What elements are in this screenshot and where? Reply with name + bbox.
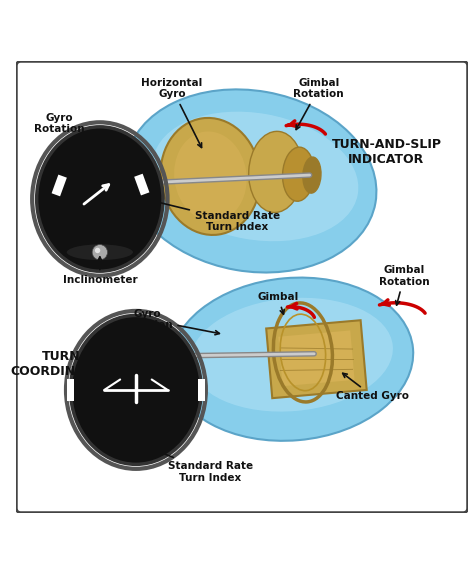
Text: R: R xyxy=(139,185,146,195)
Text: TURN-AND-SLIP
INDICATOR: TURN-AND-SLIP INDICATOR xyxy=(332,138,441,166)
Text: Inclinometer: Inclinometer xyxy=(62,257,137,285)
Text: Gyro
Rotation: Gyro Rotation xyxy=(122,309,219,335)
Text: Gimbal
Rotation: Gimbal Rotation xyxy=(379,265,430,305)
Text: Standard Rate
Turn Index: Standard Rate Turn Index xyxy=(150,199,280,232)
Text: Gimbal: Gimbal xyxy=(257,292,299,314)
Circle shape xyxy=(92,245,107,260)
Ellipse shape xyxy=(303,157,321,193)
Ellipse shape xyxy=(153,112,358,241)
Ellipse shape xyxy=(70,316,201,464)
Circle shape xyxy=(95,248,100,253)
Polygon shape xyxy=(52,174,67,196)
Text: L: L xyxy=(54,185,60,195)
Polygon shape xyxy=(67,379,74,401)
Ellipse shape xyxy=(126,90,377,273)
Ellipse shape xyxy=(170,278,413,441)
Text: Gimbal
Rotation: Gimbal Rotation xyxy=(294,77,344,130)
Text: Canted Gyro: Canted Gyro xyxy=(336,373,409,401)
Polygon shape xyxy=(134,174,150,195)
Ellipse shape xyxy=(66,244,134,261)
Ellipse shape xyxy=(37,127,163,271)
Ellipse shape xyxy=(174,131,247,222)
Polygon shape xyxy=(278,331,355,386)
Ellipse shape xyxy=(160,118,260,235)
Polygon shape xyxy=(266,320,367,398)
Ellipse shape xyxy=(282,147,314,201)
Text: Gyro
Rotation: Gyro Rotation xyxy=(34,113,107,152)
FancyBboxPatch shape xyxy=(16,61,468,513)
Text: Horizontal
Gyro: Horizontal Gyro xyxy=(142,77,203,148)
Text: Standard Rate
Turn Index: Standard Rate Turn Index xyxy=(140,444,253,483)
Ellipse shape xyxy=(249,131,303,212)
Polygon shape xyxy=(198,379,205,401)
Ellipse shape xyxy=(190,298,393,412)
Text: TURN
COORDINATOR: TURN COORDINATOR xyxy=(10,350,113,378)
